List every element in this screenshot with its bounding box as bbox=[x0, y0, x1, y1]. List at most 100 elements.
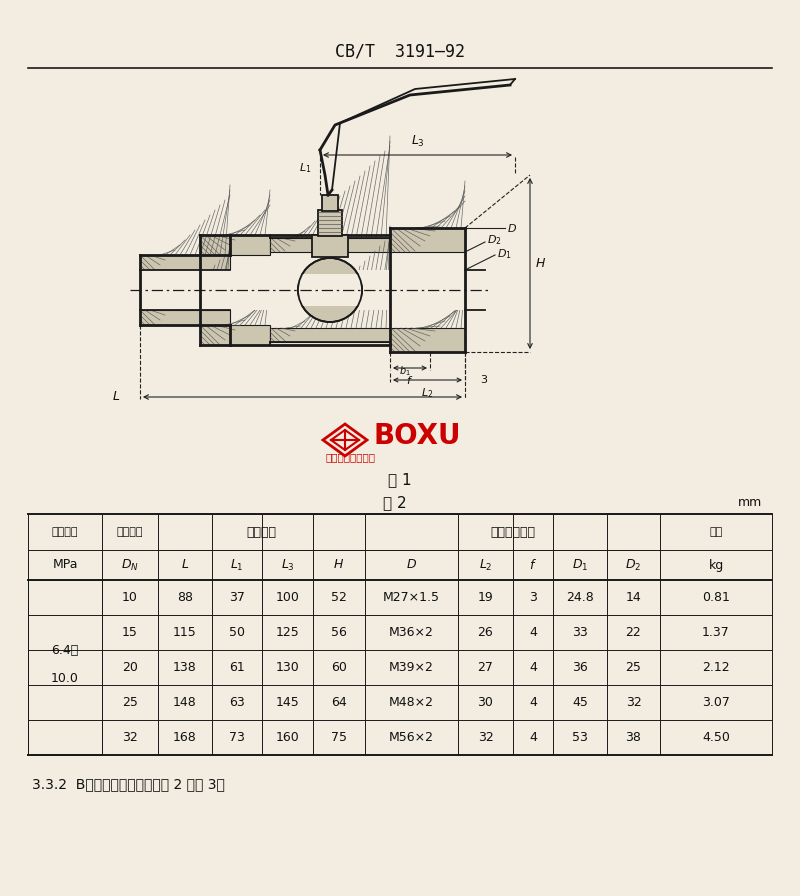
Text: 145: 145 bbox=[276, 696, 299, 709]
Text: 53: 53 bbox=[572, 731, 588, 744]
Text: 1.37: 1.37 bbox=[702, 626, 730, 639]
Bar bbox=[140, 310, 230, 325]
Text: 2.12: 2.12 bbox=[702, 661, 730, 674]
Text: 168: 168 bbox=[173, 731, 197, 744]
Text: 博旭船用设备制造: 博旭船用设备制造 bbox=[325, 452, 375, 462]
Text: $D$: $D$ bbox=[507, 222, 517, 234]
Text: 图 1: 图 1 bbox=[388, 472, 412, 487]
Text: 37: 37 bbox=[229, 591, 245, 604]
Text: mm: mm bbox=[738, 496, 762, 510]
Circle shape bbox=[298, 258, 362, 322]
Text: 22: 22 bbox=[626, 626, 642, 639]
Bar bbox=[390, 228, 465, 252]
Text: 30: 30 bbox=[478, 696, 494, 709]
Bar bbox=[312, 235, 348, 257]
Text: 4: 4 bbox=[529, 696, 537, 709]
Text: 160: 160 bbox=[276, 731, 299, 744]
Text: CB/T  3191—92: CB/T 3191—92 bbox=[335, 43, 465, 61]
Text: 52: 52 bbox=[331, 591, 347, 604]
Bar bbox=[135, 270, 475, 310]
Text: 36: 36 bbox=[572, 661, 588, 674]
Text: 45: 45 bbox=[572, 696, 588, 709]
Text: $f$: $f$ bbox=[406, 374, 414, 386]
Text: 4: 4 bbox=[529, 661, 537, 674]
Text: 27: 27 bbox=[478, 661, 494, 674]
Text: 63: 63 bbox=[229, 696, 245, 709]
Text: $D_2$: $D_2$ bbox=[487, 233, 502, 247]
Text: 61: 61 bbox=[229, 661, 245, 674]
Text: M48×2: M48×2 bbox=[389, 696, 434, 709]
Text: $D$: $D$ bbox=[406, 558, 417, 572]
Bar bbox=[366, 514, 659, 549]
Text: 32: 32 bbox=[626, 696, 642, 709]
Bar bbox=[140, 255, 230, 270]
Text: 4.50: 4.50 bbox=[702, 731, 730, 744]
Text: $H$: $H$ bbox=[535, 257, 546, 270]
Text: 25: 25 bbox=[626, 661, 642, 674]
Text: 10: 10 bbox=[122, 591, 138, 604]
Text: 10.0: 10.0 bbox=[51, 671, 79, 685]
Bar bbox=[29, 581, 102, 754]
Text: 100: 100 bbox=[275, 591, 299, 604]
Text: M39×2: M39×2 bbox=[389, 661, 434, 674]
Text: kg: kg bbox=[708, 558, 724, 572]
Text: 0.81: 0.81 bbox=[702, 591, 730, 604]
Bar bbox=[270, 238, 390, 252]
Text: $D_1$: $D_1$ bbox=[497, 247, 512, 261]
Text: 4: 4 bbox=[529, 626, 537, 639]
Text: 88: 88 bbox=[177, 591, 193, 604]
Text: $H$: $H$ bbox=[334, 558, 345, 572]
Text: 3: 3 bbox=[529, 591, 537, 604]
Text: 3: 3 bbox=[480, 375, 487, 385]
Text: 50: 50 bbox=[229, 626, 245, 639]
Text: $D_2$: $D_2$ bbox=[626, 557, 642, 573]
Text: 4: 4 bbox=[529, 731, 537, 744]
Text: $L_2$: $L_2$ bbox=[422, 386, 434, 400]
Text: $L_2$: $L_2$ bbox=[478, 557, 492, 573]
Text: 33: 33 bbox=[572, 626, 588, 639]
Bar bbox=[200, 325, 270, 345]
Text: $D_1$: $D_1$ bbox=[572, 557, 588, 573]
Text: 3.3.2  B型球阀的结构尺寸按图 2 和表 3。: 3.3.2 B型球阀的结构尺寸按图 2 和表 3。 bbox=[32, 777, 225, 791]
Text: 螺纹接头尺寸: 螺纹接头尺寸 bbox=[490, 525, 535, 538]
Text: M36×2: M36×2 bbox=[389, 626, 434, 639]
Text: 115: 115 bbox=[173, 626, 197, 639]
Bar bbox=[200, 235, 270, 255]
Text: $L_1$: $L_1$ bbox=[298, 161, 311, 175]
Text: 19: 19 bbox=[478, 591, 494, 604]
Text: $D_N$: $D_N$ bbox=[121, 557, 139, 573]
Text: 56: 56 bbox=[331, 626, 347, 639]
Text: 130: 130 bbox=[276, 661, 299, 674]
Text: $b_1$: $b_1$ bbox=[399, 364, 411, 378]
Text: 38: 38 bbox=[626, 731, 642, 744]
Text: MPa: MPa bbox=[52, 558, 78, 572]
Bar bbox=[298, 274, 362, 306]
Text: $L$: $L$ bbox=[181, 558, 189, 572]
Text: $L_1$: $L_1$ bbox=[230, 557, 244, 573]
Text: 重量: 重量 bbox=[710, 527, 722, 537]
Text: 公称通径: 公称通径 bbox=[117, 527, 143, 537]
Text: 32: 32 bbox=[122, 731, 138, 744]
Bar bbox=[322, 195, 338, 211]
Text: 25: 25 bbox=[122, 696, 138, 709]
Text: 138: 138 bbox=[173, 661, 197, 674]
Text: 32: 32 bbox=[478, 731, 494, 744]
Text: 64: 64 bbox=[331, 696, 347, 709]
Text: BOXU: BOXU bbox=[373, 422, 461, 450]
Text: 26: 26 bbox=[478, 626, 494, 639]
Bar bbox=[390, 328, 465, 352]
Bar bbox=[158, 514, 365, 549]
Text: 公称压力: 公称压力 bbox=[52, 527, 78, 537]
Text: 外形尺寸: 外形尺寸 bbox=[246, 525, 277, 538]
Text: 75: 75 bbox=[331, 731, 347, 744]
Text: 14: 14 bbox=[626, 591, 642, 604]
Bar bbox=[318, 210, 342, 236]
Text: 148: 148 bbox=[173, 696, 197, 709]
Text: $L_3$: $L_3$ bbox=[281, 557, 294, 573]
Text: $L_3$: $L_3$ bbox=[410, 134, 425, 149]
Text: 6.4、: 6.4、 bbox=[51, 643, 78, 657]
Text: $L$: $L$ bbox=[112, 391, 120, 403]
Text: 24.8: 24.8 bbox=[566, 591, 594, 604]
Text: 60: 60 bbox=[331, 661, 347, 674]
Text: $f$: $f$ bbox=[529, 558, 537, 572]
